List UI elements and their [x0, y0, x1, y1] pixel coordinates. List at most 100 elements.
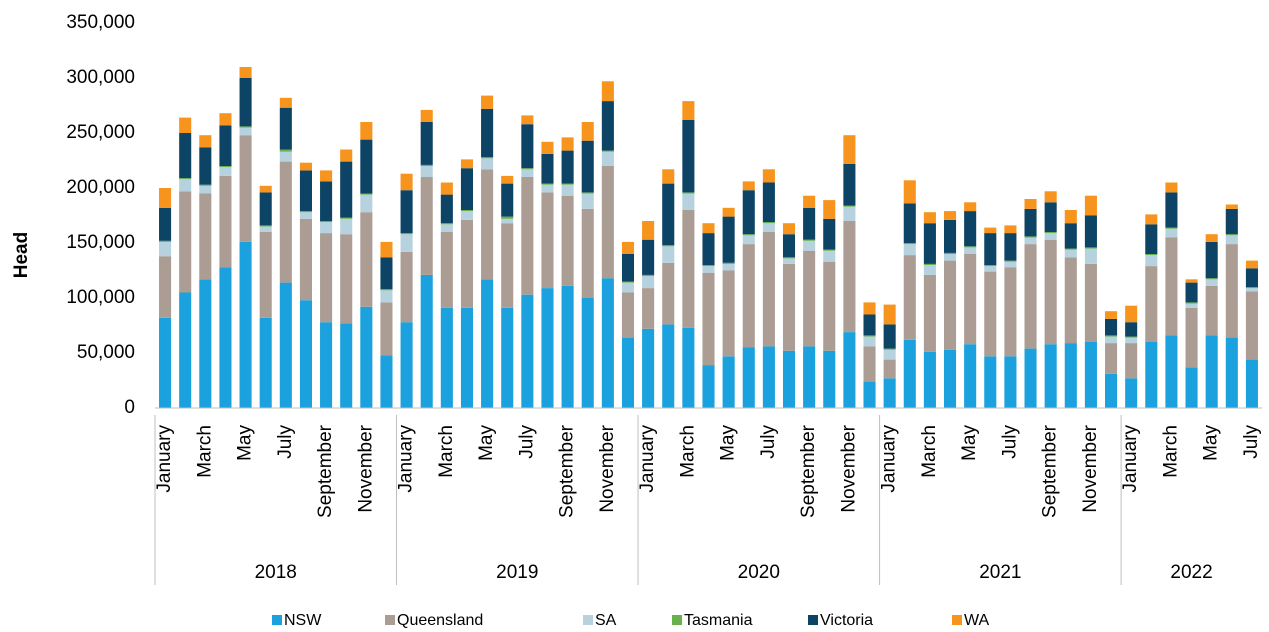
bar-segment	[360, 193, 373, 195]
bar-segment	[943, 252, 957, 254]
bar-segment	[903, 255, 916, 340]
bar-segment	[903, 339, 916, 408]
bar-segment	[601, 151, 614, 166]
bar-segment	[581, 208, 594, 298]
bar-segment	[460, 159, 474, 169]
bar-segment	[1125, 305, 1138, 323]
bar-segment	[863, 346, 876, 382]
x-tick-label: May	[1201, 425, 1222, 461]
bar-segment	[440, 182, 453, 195]
bar-segment	[1145, 224, 1158, 254]
bar-segment	[642, 221, 655, 240]
bar-segment	[1024, 237, 1037, 245]
bar-segment	[440, 194, 453, 224]
bar-segment	[199, 147, 212, 185]
legend-label: WA	[964, 612, 990, 629]
x-tick-label: September	[798, 424, 819, 518]
bar-segment	[782, 350, 796, 408]
bar-segment	[863, 381, 876, 408]
bar-segment	[199, 184, 212, 186]
bar-segment	[440, 307, 453, 408]
x-tick-label: March	[436, 425, 457, 478]
bar-segment	[1004, 267, 1017, 357]
bar-segment	[601, 150, 614, 152]
bar-segment	[943, 349, 957, 408]
bar-segment	[621, 282, 635, 293]
x-tick-label: November	[1080, 424, 1101, 512]
bar-segment	[843, 206, 856, 221]
bar-segment	[581, 298, 594, 408]
bar-segment	[742, 181, 755, 191]
bar-segment	[481, 108, 494, 158]
legend-label: Queensland	[397, 612, 483, 629]
bar-segment	[843, 163, 856, 206]
bar-segment	[521, 177, 534, 295]
bar-segment	[722, 263, 735, 271]
bar-segment	[1064, 210, 1077, 224]
y-axis-title: Head	[11, 232, 32, 278]
bar-segment	[1004, 260, 1017, 262]
bar-segment	[642, 328, 655, 408]
bar-segment	[782, 257, 796, 259]
bar-segment	[179, 117, 192, 133]
bar-segment	[1225, 208, 1238, 235]
bar-segment	[742, 347, 755, 408]
bar-segment	[440, 232, 453, 308]
y-tick-label: 350,000	[66, 12, 135, 33]
bar-segment	[984, 233, 997, 265]
bar-segment	[440, 224, 453, 232]
bar-segment	[481, 169, 494, 280]
bar-segment	[460, 219, 474, 308]
bar-segment	[1185, 282, 1198, 303]
bar-segment	[823, 249, 836, 251]
bar-segment	[1225, 337, 1238, 408]
bar-segment	[420, 109, 433, 122]
bar-segment	[1245, 287, 1258, 289]
bar-segment	[883, 304, 896, 325]
bar-segment	[742, 190, 755, 235]
y-tick-label: 300,000	[66, 67, 135, 88]
bar-segment	[400, 234, 413, 252]
bar-segment	[501, 223, 514, 308]
x-tick-label: January	[396, 425, 417, 493]
bar-segment	[541, 141, 554, 154]
bar-segment	[1064, 223, 1077, 249]
y-tick-label: 150,000	[66, 232, 135, 253]
bar-segment	[923, 274, 936, 352]
bar-segment	[400, 190, 413, 234]
bar-segment	[1105, 343, 1118, 374]
bar-segment	[1125, 343, 1138, 379]
bar-segment	[159, 241, 172, 257]
y-tick-label: 200,000	[66, 177, 135, 198]
legend-swatch	[808, 615, 818, 625]
bar-segment	[1225, 204, 1238, 209]
bar-segment	[239, 126, 252, 128]
x-tick-label: January	[637, 425, 658, 493]
bar-segment	[521, 115, 534, 125]
bar-segment	[762, 223, 775, 232]
bar-segment	[1024, 199, 1037, 209]
bar-segment	[1245, 359, 1258, 408]
bar-segment	[1125, 322, 1138, 337]
bar-segment	[320, 222, 333, 234]
x-tick-label: July	[275, 425, 296, 459]
bar-segment	[662, 324, 675, 408]
x-tick-label: May	[959, 425, 980, 461]
bar-segment	[803, 195, 816, 208]
bar-segment	[642, 274, 655, 276]
bar-segment	[179, 178, 192, 180]
bar-segment	[742, 244, 755, 348]
bar-segment	[199, 135, 212, 148]
bar-segment	[1205, 241, 1218, 279]
bar-segment	[601, 101, 614, 151]
bar-segment	[642, 276, 655, 289]
bar-segment	[239, 135, 252, 242]
bar-segment	[420, 164, 433, 166]
bar-segment	[279, 161, 292, 283]
bar-segment	[501, 175, 514, 184]
bar-segment	[662, 262, 675, 325]
bar-segment	[279, 107, 292, 150]
bar-segment	[279, 97, 292, 108]
bar-segment	[1024, 236, 1037, 238]
bar-segment	[299, 300, 312, 408]
